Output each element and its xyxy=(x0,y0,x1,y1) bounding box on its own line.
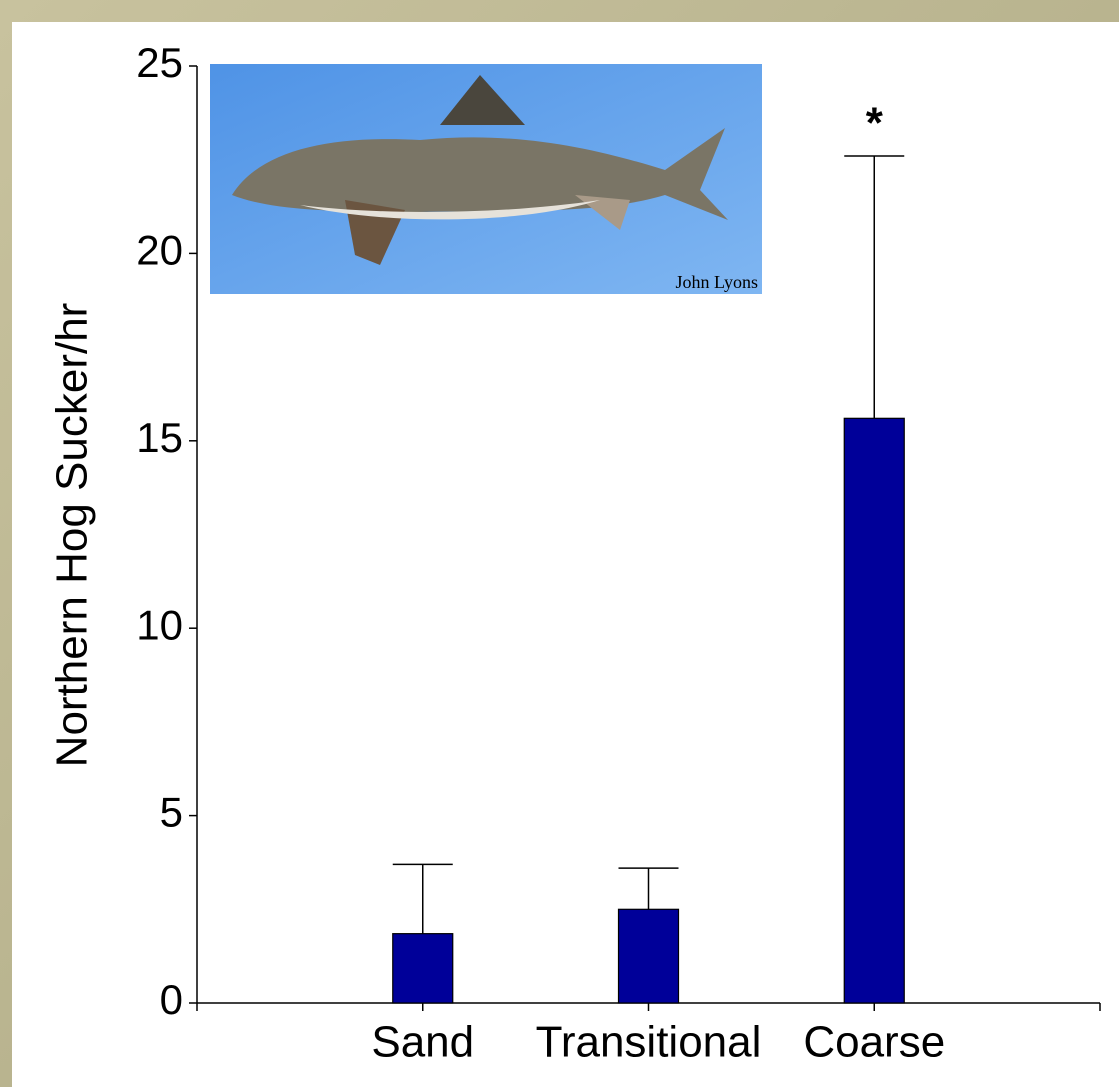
y-tick-label: 15 xyxy=(136,414,183,461)
y-tick-label: 5 xyxy=(160,789,183,836)
photo-credit: John Lyons xyxy=(675,272,758,292)
bar xyxy=(617,908,680,1004)
y-tick-label: 20 xyxy=(136,226,183,273)
y-tick-label: 10 xyxy=(136,601,183,648)
bar xyxy=(843,417,905,1004)
y-tick-label: 0 xyxy=(160,976,183,1023)
y-axis-label: Northern Hog Sucker/hr xyxy=(48,303,97,768)
y-tick-label: 25 xyxy=(136,39,183,86)
x-tick-label: Sand xyxy=(371,1018,474,1067)
annotation: * xyxy=(866,99,884,148)
x-tick-label: Coarse xyxy=(803,1018,945,1067)
photo: John Lyons xyxy=(210,64,762,294)
bar xyxy=(392,933,454,1004)
x-tick-label: Transitional xyxy=(536,1018,762,1067)
